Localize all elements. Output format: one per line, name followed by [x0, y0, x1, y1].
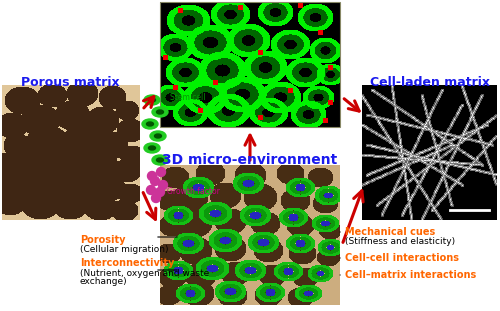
- Ellipse shape: [152, 155, 168, 165]
- Bar: [160, 2, 340, 127]
- Ellipse shape: [148, 146, 156, 150]
- Text: Growth factor: Growth factor: [167, 188, 220, 197]
- Circle shape: [148, 171, 156, 180]
- Ellipse shape: [144, 95, 160, 105]
- Text: Cell–matrix interactions: Cell–matrix interactions: [345, 270, 476, 280]
- Text: exchange): exchange): [80, 277, 128, 286]
- Ellipse shape: [144, 143, 160, 153]
- Text: 3D micro-environment: 3D micro-environment: [162, 153, 338, 167]
- Ellipse shape: [142, 119, 158, 129]
- Text: Cell-laden matrix: Cell-laden matrix: [370, 76, 490, 89]
- Text: Porous matrix: Porous matrix: [20, 76, 119, 89]
- Ellipse shape: [152, 107, 168, 117]
- Text: (Cellular migration): (Cellular migration): [80, 245, 168, 254]
- Circle shape: [152, 193, 160, 202]
- Circle shape: [150, 177, 160, 185]
- Ellipse shape: [156, 110, 164, 114]
- Text: (Stiffness and elasticity): (Stiffness and elasticity): [345, 238, 455, 247]
- Text: Mechanical cues: Mechanical cues: [345, 227, 435, 237]
- Circle shape: [156, 168, 166, 177]
- Text: Porosity: Porosity: [80, 235, 126, 245]
- Circle shape: [156, 188, 164, 197]
- Ellipse shape: [146, 122, 154, 126]
- Ellipse shape: [154, 134, 162, 138]
- Circle shape: [158, 180, 168, 189]
- Text: (Nutrient, oxygen and waste: (Nutrient, oxygen and waste: [80, 268, 209, 277]
- Circle shape: [146, 185, 156, 194]
- Text: Cell-cell interactions: Cell-cell interactions: [345, 253, 459, 263]
- Ellipse shape: [148, 98, 156, 102]
- Text: Interconnectivity: Interconnectivity: [80, 258, 174, 268]
- Ellipse shape: [150, 131, 166, 141]
- Text: Stem cell: Stem cell: [170, 92, 205, 101]
- Ellipse shape: [156, 158, 164, 162]
